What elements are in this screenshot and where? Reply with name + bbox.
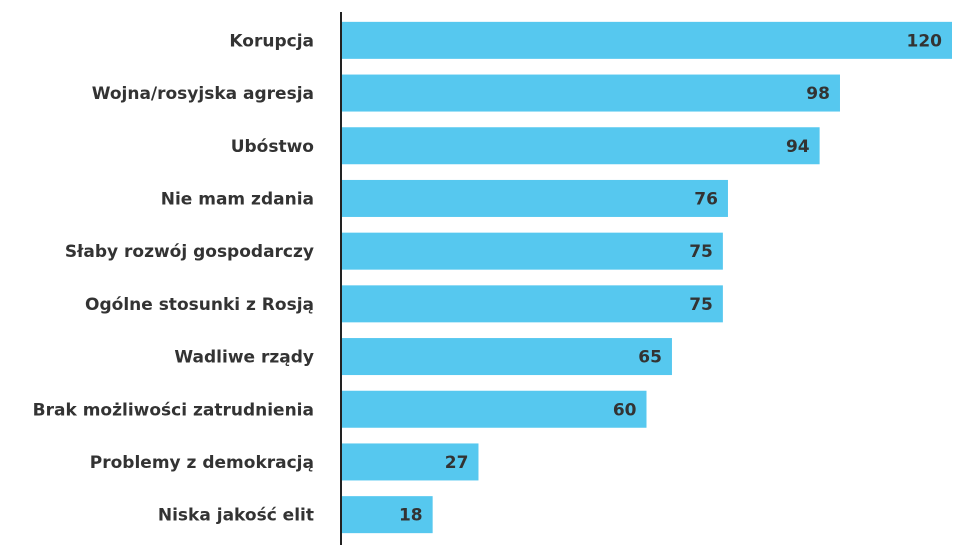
category-label: Słaby rozwój gospodarczy <box>65 242 314 262</box>
bar <box>341 21 952 59</box>
category-label: Problemy z demokracją <box>90 453 314 473</box>
value-label: 65 <box>638 348 662 368</box>
bar <box>341 232 723 270</box>
bar <box>341 338 672 376</box>
value-label: 18 <box>399 506 423 526</box>
value-label: 75 <box>689 242 713 262</box>
value-label: 27 <box>445 453 469 473</box>
bar <box>341 443 479 481</box>
bar <box>341 127 820 165</box>
value-label: 120 <box>907 31 943 51</box>
category-label: Nie mam zdania <box>161 189 314 209</box>
category-label: Brak możliwości zatrudnienia <box>33 400 314 420</box>
value-label: 94 <box>786 137 810 157</box>
category-label: Korupcja <box>229 31 314 51</box>
value-label: 60 <box>613 400 637 420</box>
bar <box>341 179 728 217</box>
bar <box>341 390 647 428</box>
bar <box>341 285 723 323</box>
bar <box>341 74 840 112</box>
category-label: Ubóstwo <box>231 137 314 157</box>
value-label: 76 <box>694 189 718 209</box>
category-label: Wojna/rosyjska agresja <box>92 84 314 104</box>
category-label: Niska jakość elit <box>158 506 314 526</box>
category-label: Ogólne stosunki z Rosją <box>85 295 314 315</box>
value-label: 75 <box>689 295 713 315</box>
bar <box>341 496 433 534</box>
category-label: Wadliwe rządy <box>174 348 314 368</box>
value-label: 98 <box>806 84 830 104</box>
